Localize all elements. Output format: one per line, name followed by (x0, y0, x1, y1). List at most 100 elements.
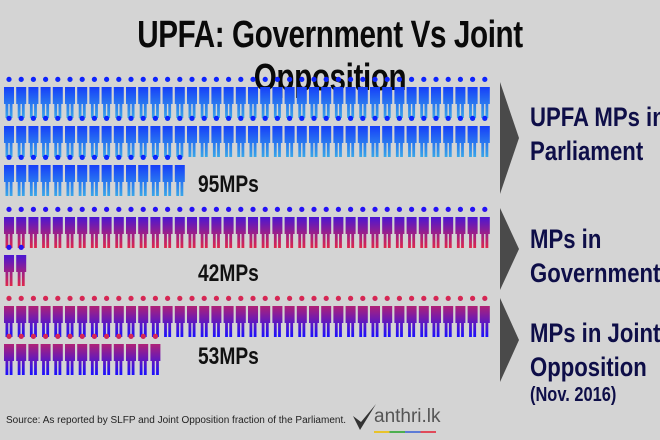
person-icon (64, 206, 75, 248)
person-icon (382, 206, 393, 248)
person-icon (211, 76, 222, 118)
person-icon (89, 295, 100, 337)
person-icon (345, 76, 356, 118)
person-icon (321, 295, 332, 337)
person-icon (406, 295, 417, 337)
person-icon (101, 154, 112, 196)
person-icon (150, 295, 161, 337)
label-line: Opposition (530, 352, 647, 382)
person-icon (138, 206, 149, 248)
person-icon (455, 76, 466, 118)
person-icon (28, 333, 39, 375)
person-icon (443, 115, 454, 157)
person-icon (174, 76, 185, 118)
person-icon (382, 295, 393, 337)
person-icon (431, 295, 441, 337)
person-icon (211, 295, 222, 337)
person-icon (126, 115, 136, 157)
person-icon (431, 115, 441, 157)
person-icon (138, 295, 149, 337)
person-icon (64, 333, 75, 375)
source-note: Source: As reported by SLFP and Joint Op… (6, 415, 347, 426)
person-icon (418, 115, 429, 157)
person-icon (4, 154, 14, 196)
person-icon (174, 206, 185, 248)
person-icon (126, 295, 136, 337)
person-icon (28, 76, 39, 118)
person-icon (223, 206, 234, 248)
person-icon (443, 76, 454, 118)
person-icon (223, 115, 234, 157)
person-icon (296, 295, 307, 337)
series-label-opposition: MPs in Joint Opposition (Nov. 2016) (530, 316, 660, 406)
person-icon (296, 206, 307, 248)
person-icon (357, 295, 368, 337)
person-icon (126, 206, 136, 248)
person-icon (370, 206, 380, 248)
label-line: Parliament (530, 136, 644, 166)
count-label-government: 42MPs (198, 260, 259, 287)
person-icon (272, 206, 283, 248)
person-icon (52, 154, 63, 196)
person-icon (150, 76, 161, 118)
person-icon (382, 76, 393, 118)
person-icon (187, 206, 197, 248)
person-icon (248, 206, 258, 248)
series-label-government: MPs in Government (530, 222, 660, 290)
person-icon (138, 76, 149, 118)
person-icon (260, 76, 271, 118)
person-icon (455, 206, 466, 248)
person-icon (138, 115, 149, 157)
person-icon (333, 76, 344, 118)
person-icon (284, 115, 295, 157)
person-icon (113, 295, 124, 337)
person-icon (431, 206, 441, 248)
person-icon (4, 244, 14, 286)
person-icon (345, 206, 356, 248)
person-icon (455, 295, 466, 337)
person-icon (52, 115, 63, 157)
person-icon (89, 206, 100, 248)
person-icon (406, 76, 417, 118)
person-icon (345, 295, 356, 337)
person-icon (162, 295, 173, 337)
person-icon (394, 295, 405, 337)
logo-text: anthri.lk (374, 406, 441, 427)
person-icon (89, 76, 100, 118)
person-icon (77, 115, 88, 157)
person-icon (101, 115, 112, 157)
person-icon (16, 244, 27, 286)
arrow-icon (500, 82, 519, 194)
person-icon (394, 76, 405, 118)
person-icon (235, 115, 246, 157)
person-icon (394, 115, 405, 157)
person-icon (77, 295, 88, 337)
person-icon (284, 295, 295, 337)
person-icon (162, 206, 173, 248)
person-icon (174, 115, 185, 157)
person-icon (162, 76, 173, 118)
person-icon (64, 154, 75, 196)
person-icon (370, 295, 380, 337)
person-icon (4, 76, 14, 118)
person-icon (77, 206, 88, 248)
person-icon (113, 76, 124, 118)
person-icon (199, 76, 210, 118)
person-icon (455, 115, 466, 157)
person-icon (162, 154, 173, 196)
person-icon (150, 154, 161, 196)
person-icon (52, 333, 63, 375)
person-icon (248, 115, 258, 157)
person-icon (357, 115, 368, 157)
person-icon (138, 333, 149, 375)
person-icon (370, 76, 380, 118)
person-icon (16, 333, 27, 375)
person-icon (199, 206, 210, 248)
person-icon (333, 115, 344, 157)
person-icon (406, 115, 417, 157)
person-icon (187, 76, 197, 118)
person-icon (272, 76, 283, 118)
person-icon (4, 333, 14, 375)
label-line: MPs in (530, 224, 602, 254)
person-icon (162, 115, 173, 157)
